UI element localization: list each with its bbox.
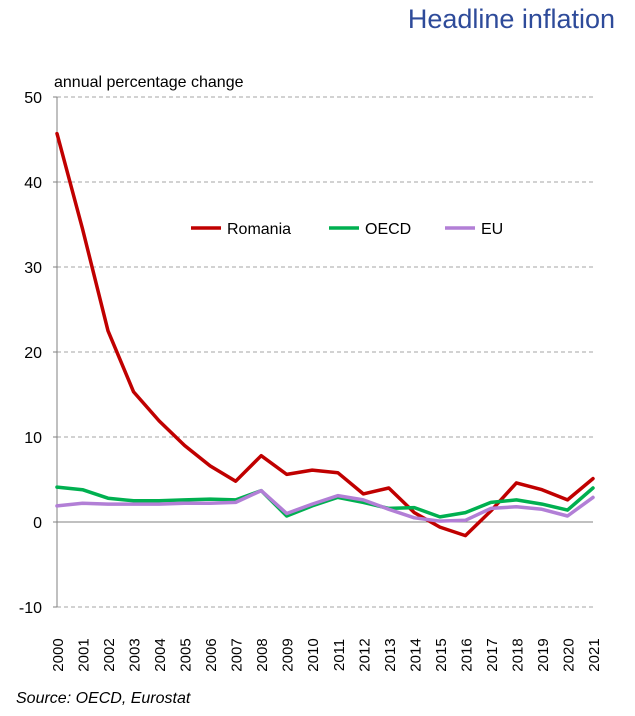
- x-tick-label: 2012: [356, 638, 373, 671]
- y-tick-label: 20: [24, 345, 42, 362]
- series-line-eu: [55, 488, 595, 523]
- x-tick-label: 2014: [407, 638, 424, 671]
- x-tick-label: 2001: [76, 638, 93, 671]
- series-line-romania: [55, 131, 595, 538]
- y-tick-label: 0: [33, 515, 42, 532]
- y-tick-label: 10: [24, 430, 42, 447]
- y-tick-label: 50: [24, 90, 42, 107]
- y-tick-label: -10: [19, 600, 42, 617]
- x-tick-label: 2016: [458, 638, 475, 671]
- x-tick-label: 2017: [484, 638, 501, 671]
- series-lines: [55, 131, 595, 538]
- x-tick-label: 2018: [509, 638, 526, 671]
- x-tick-label: 2020: [560, 638, 577, 671]
- y-tick-label: 30: [24, 260, 42, 277]
- x-tick-label: 2015: [433, 638, 450, 671]
- series-line-oecd: [55, 485, 595, 519]
- y-axis-label: annual percentage change: [54, 74, 244, 91]
- axes: -10 0 10 20 30 40 50 2000 2001 2002 2003 2004 2005 20…: [19, 90, 603, 672]
- chart-title: Headline inflation: [407, 4, 615, 34]
- x-tick-label: 2004: [152, 638, 169, 671]
- x-tick-label: 2019: [535, 638, 552, 671]
- x-tick-label: 2013: [382, 638, 399, 671]
- x-tick-label: 2008: [254, 638, 271, 671]
- x-tick-label: 2000: [50, 638, 67, 671]
- legend-label: OECD: [365, 221, 411, 238]
- x-tick-label: 2021: [586, 638, 603, 671]
- legend-label: Romania: [227, 221, 291, 238]
- legend: Romania OECD EU: [191, 221, 503, 238]
- x-tick-label: 2003: [127, 638, 144, 671]
- x-tick-label: 2009: [280, 638, 297, 671]
- y-tick-label: 40: [24, 175, 42, 192]
- legend-label: EU: [481, 221, 503, 238]
- x-tick-label: 2006: [203, 638, 220, 671]
- x-tick-label: 2007: [229, 638, 246, 671]
- x-tick-label: 2002: [101, 638, 118, 671]
- source-note: Source: OECD, Eurostat: [16, 690, 191, 707]
- x-tick-label: 2005: [178, 638, 195, 671]
- x-tick-label: 2011: [331, 639, 348, 671]
- x-tick-label: 2010: [305, 638, 322, 671]
- grid-lines: [57, 96, 593, 608]
